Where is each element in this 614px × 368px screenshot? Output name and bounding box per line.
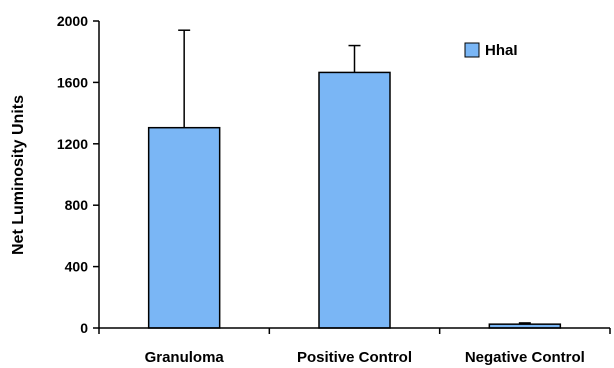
legend: HhaI: [464, 42, 518, 59]
y-tick-label: 400: [65, 259, 89, 275]
y-tick-label: 1200: [57, 136, 88, 152]
category-label: Negative Control: [465, 349, 585, 366]
y-axis-title: Net Luminosity Units: [10, 95, 27, 255]
category-label: Positive Control: [297, 349, 412, 366]
bars: [147, 71, 562, 329]
legend-label: HhaI: [485, 42, 518, 59]
y-tick-label: 1600: [57, 74, 88, 90]
y-tick-label: 2000: [57, 13, 88, 29]
error-bars: [178, 29, 531, 325]
bar: [318, 71, 391, 329]
x-axis-ticks: [98, 328, 611, 334]
x-axis-labels: Granuloma Positive Control Negative Contro…: [145, 349, 585, 366]
legend-swatch: [464, 42, 480, 58]
y-tick-label: 800: [65, 197, 89, 213]
category-label: Granuloma: [145, 349, 225, 366]
bar: [147, 126, 221, 329]
y-tick-label: 0: [80, 320, 88, 336]
y-axis-ticks: 0 400 800 1200 1600 2000: [57, 13, 99, 336]
